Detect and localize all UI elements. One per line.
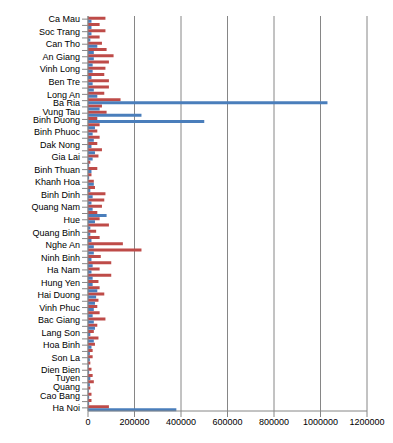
svg-text:An Giang: An Giang	[42, 52, 80, 62]
svg-text:Lang Son: Lang Son	[41, 328, 80, 338]
svg-text:Quang Nam: Quang Nam	[31, 202, 80, 212]
svg-text:Binh Duong: Binh Duong	[33, 114, 80, 125]
svg-text:Hung Yen: Hung Yen	[41, 278, 80, 288]
svg-text:800000: 800000	[259, 417, 289, 427]
svg-text:200000: 200000	[119, 417, 149, 427]
svg-text:Ninh Binh: Ninh Binh	[41, 253, 80, 263]
svg-text:Nghe An: Nghe An	[45, 240, 80, 250]
svg-text:Dien Bien: Dien Bien	[41, 365, 80, 375]
svg-text:Bac Giang: Bac Giang	[38, 315, 80, 325]
svg-text:Hoa Binh: Hoa Binh	[43, 340, 80, 350]
svg-text:Binh Phuoc: Binh Phuoc	[34, 127, 81, 137]
svg-text:Long An: Long An	[47, 90, 80, 100]
svg-text:Soc Trang: Soc Trang	[39, 27, 80, 37]
svg-text:Quang Binh: Quang Binh	[32, 228, 80, 238]
svg-text:Khanh Hoa: Khanh Hoa	[35, 177, 80, 187]
svg-text:Ha Noi: Ha Noi	[52, 403, 80, 413]
svg-text:1000000: 1000000	[303, 417, 338, 427]
svg-text:Ba RiaVung Tau: Ba RiaVung Tau	[42, 98, 80, 117]
svg-text:Hai Duong: Hai Duong	[37, 290, 80, 300]
svg-text:Vinh Long: Vinh Long	[40, 64, 80, 74]
svg-text:Ha Nam: Ha Nam	[47, 265, 80, 275]
svg-text:Dak Nong: Dak Nong	[40, 140, 80, 150]
svg-text:400000: 400000	[166, 417, 196, 427]
svg-text:TuyenQuang: TuyenQuang	[53, 373, 80, 392]
svg-text:Can Tho: Can Tho	[46, 39, 80, 49]
svg-text:1200000: 1200000	[349, 417, 384, 427]
svg-text:Son La: Son La	[51, 353, 80, 363]
svg-text:Gia Lai: Gia Lai	[51, 152, 80, 162]
svg-text:Ca Mau: Ca Mau	[48, 14, 80, 24]
svg-text:0: 0	[85, 417, 90, 427]
svg-text:Binh Dinh: Binh Dinh	[41, 190, 80, 200]
svg-text:Cao Bang: Cao Bang	[40, 390, 80, 401]
svg-text:Vinh Phuc: Vinh Phuc	[39, 303, 80, 313]
svg-text:Binh Thuan: Binh Thuan	[34, 165, 80, 175]
svg-text:Hue: Hue	[63, 215, 80, 225]
svg-text:Ben Tre: Ben Tre	[48, 77, 80, 87]
svg-text:600000: 600000	[212, 417, 242, 427]
